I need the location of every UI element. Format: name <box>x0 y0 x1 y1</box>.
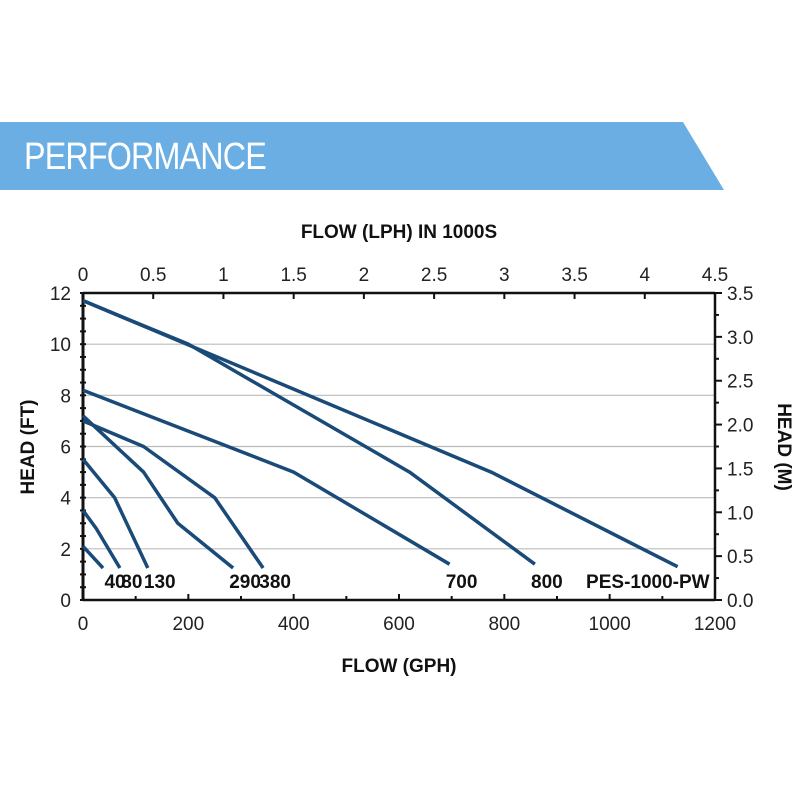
y2-axis-title: HEAD (M) <box>773 403 794 491</box>
header-banner <box>0 122 724 190</box>
y-axis-title: HEAD (FT) <box>18 400 39 495</box>
x2-tick-label: 0 <box>78 265 89 286</box>
y2-tick-label: 1.0 <box>727 503 753 524</box>
y-tick-label: 0 <box>60 591 71 612</box>
x2-tick-label: 0.5 <box>140 265 166 286</box>
x2-tick-label: 1 <box>218 265 229 286</box>
x-tick-label: 200 <box>172 614 204 635</box>
y-tick-label: 10 <box>50 335 71 356</box>
y2-tick-label: 0.0 <box>727 591 753 612</box>
curve-label: 700 <box>446 572 478 593</box>
curve-label: 800 <box>531 572 563 593</box>
x-tick-label: 600 <box>383 614 415 635</box>
section-title: PERFORMANCE <box>24 136 267 178</box>
x2-tick-label: 3 <box>499 265 510 286</box>
curve-label: 290 <box>229 572 261 593</box>
x-tick-label: 400 <box>278 614 310 635</box>
curve-label: 40 <box>104 572 125 593</box>
y2-tick-label: 0.5 <box>727 547 753 568</box>
curve-label: PES-1000-PW <box>586 572 710 593</box>
x2-tick-label: 2 <box>359 265 370 286</box>
x-tick-label: 1000 <box>589 614 631 635</box>
x2-axis-title: FLOW (LPH) IN 1000S <box>301 222 497 243</box>
curve-pes-1000-pw <box>82 299 679 569</box>
curve-130 <box>81 458 150 569</box>
x2-tick-label: 2.5 <box>421 265 447 286</box>
y-tick-label: 4 <box>60 489 71 510</box>
x-tick-label: 0 <box>78 614 89 635</box>
curve-label: 80 <box>121 572 142 593</box>
curve-label: 380 <box>259 572 291 593</box>
x2-tick-label: 4 <box>639 265 650 286</box>
curve-800 <box>82 299 536 566</box>
curve-290 <box>81 414 235 570</box>
y-tick-label: 6 <box>60 438 71 459</box>
curve-380 <box>82 419 265 570</box>
y2-tick-label: 2.5 <box>727 372 753 393</box>
y2-tick-label: 3.5 <box>727 284 753 305</box>
curve-label: 130 <box>144 572 176 593</box>
y2-tick-label: 1.5 <box>727 459 753 480</box>
x2-tick-label: 3.5 <box>561 265 587 286</box>
x-tick-label: 800 <box>488 614 520 635</box>
curve-80 <box>81 509 122 569</box>
y-tick-label: 12 <box>50 284 71 305</box>
curve-700 <box>82 388 451 566</box>
y2-tick-label: 3.0 <box>727 328 753 349</box>
x-axis-title: FLOW (GPH) <box>341 656 456 677</box>
curve-40 <box>81 545 105 570</box>
x2-tick-label: 1.5 <box>280 265 306 286</box>
x2-tick-label: 4.5 <box>702 265 728 286</box>
x-tick-label: 1200 <box>694 614 736 635</box>
y2-tick-label: 2.0 <box>727 416 753 437</box>
y-tick-label: 2 <box>60 540 71 561</box>
y-tick-label: 8 <box>60 386 71 407</box>
